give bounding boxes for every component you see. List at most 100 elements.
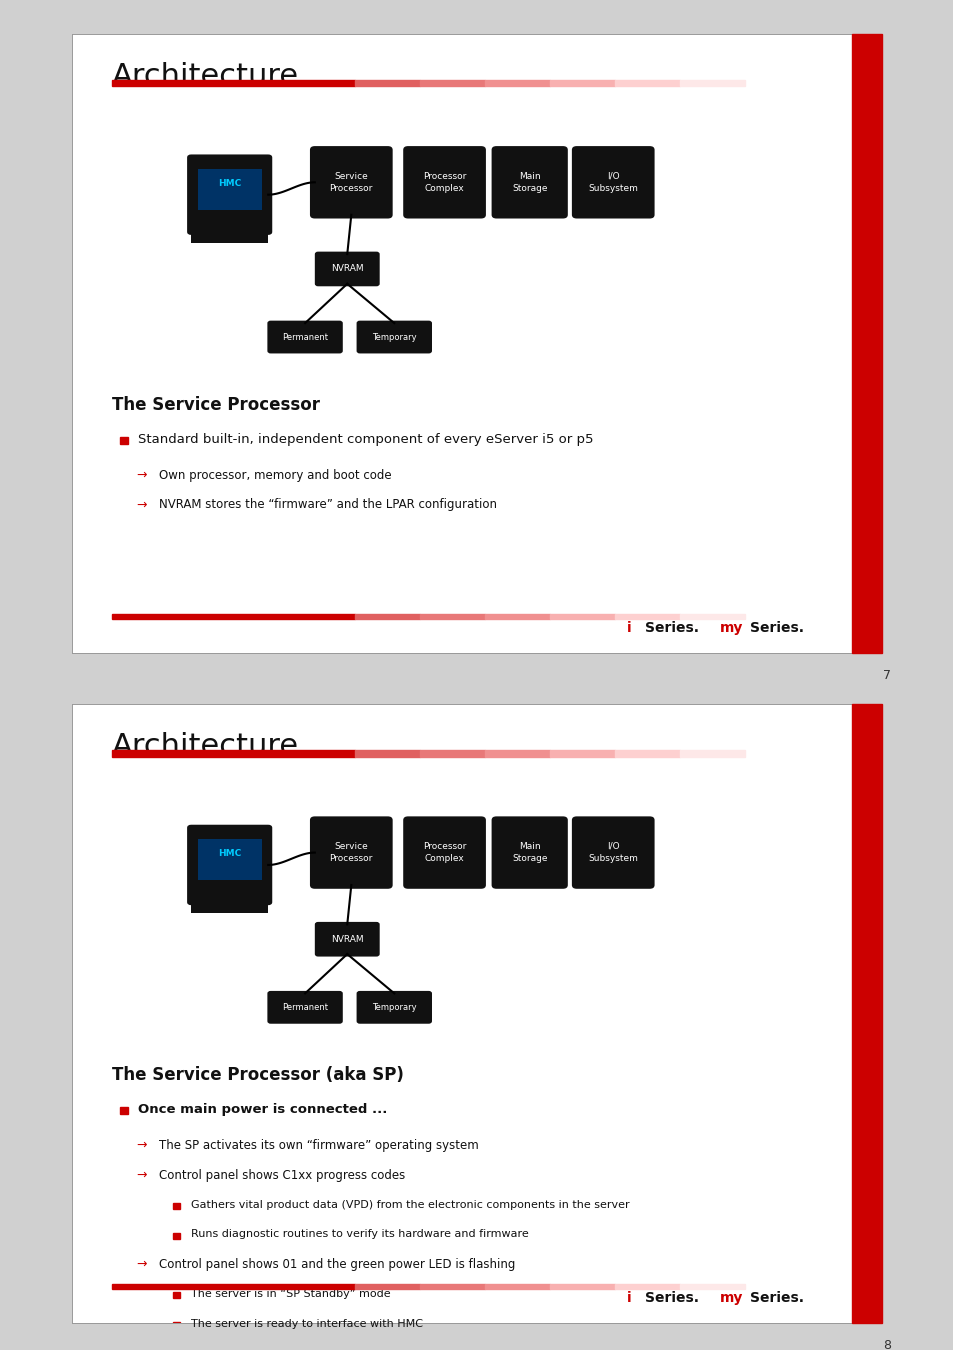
Bar	[419, 751, 484, 756]
Text: NVRAM: NVRAM	[331, 934, 363, 944]
Text: Processor
Complex: Processor Complex	[422, 842, 466, 864]
Bar	[120, 1107, 129, 1114]
Bar	[112, 1284, 355, 1289]
Bar	[120, 436, 129, 444]
Text: Service
Processor: Service Processor	[330, 842, 373, 864]
Bar	[484, 80, 549, 86]
FancyBboxPatch shape	[310, 817, 393, 888]
Bar	[172, 1292, 179, 1299]
Bar	[549, 751, 614, 756]
Text: HMC: HMC	[218, 849, 241, 859]
Text: i: i	[626, 621, 631, 634]
Bar	[112, 751, 355, 756]
Bar	[851, 705, 882, 1323]
Text: →: →	[136, 1258, 147, 1270]
FancyBboxPatch shape	[491, 817, 567, 888]
Text: 8: 8	[882, 1339, 890, 1350]
Bar	[484, 614, 549, 618]
FancyBboxPatch shape	[314, 922, 379, 957]
Bar	[484, 751, 549, 756]
Bar	[549, 1284, 614, 1289]
Text: Once main power is connected ...: Once main power is connected ...	[138, 1103, 387, 1116]
Text: Runs diagnostic routines to verify its hardware and firmware: Runs diagnostic routines to verify its h…	[191, 1230, 528, 1239]
Text: Service
Processor: Service Processor	[330, 171, 373, 193]
Bar	[614, 614, 679, 618]
Text: Series.: Series.	[644, 621, 703, 634]
Text: my: my	[720, 621, 743, 634]
Text: The server is in “SP Standby” mode: The server is in “SP Standby” mode	[191, 1289, 390, 1299]
Bar	[355, 614, 420, 618]
Bar	[614, 80, 679, 86]
Text: my: my	[720, 1291, 743, 1305]
Text: Own processor, memory and boot code: Own processor, memory and boot code	[159, 468, 392, 482]
Bar	[112, 80, 355, 86]
Bar	[191, 899, 268, 913]
Bar	[679, 751, 743, 756]
Bar	[197, 169, 261, 209]
FancyBboxPatch shape	[403, 817, 485, 888]
Text: Permanent: Permanent	[282, 332, 328, 342]
Text: The server is ready to interface with HMC: The server is ready to interface with HM…	[191, 1319, 422, 1328]
Bar	[419, 80, 484, 86]
Bar	[679, 80, 743, 86]
Text: The Service Processor (aka SP): The Service Processor (aka SP)	[112, 1066, 403, 1084]
FancyBboxPatch shape	[314, 251, 379, 286]
FancyBboxPatch shape	[356, 991, 432, 1023]
Text: Series.: Series.	[749, 621, 803, 634]
FancyBboxPatch shape	[356, 321, 432, 354]
Text: Series.: Series.	[749, 1291, 803, 1305]
Bar	[355, 751, 420, 756]
Bar	[197, 838, 261, 880]
Bar	[484, 1284, 549, 1289]
Text: I/O
Subsystem: I/O Subsystem	[588, 842, 638, 864]
Text: NVRAM: NVRAM	[331, 265, 363, 274]
Text: Processor
Complex: Processor Complex	[422, 171, 466, 193]
Bar	[419, 614, 484, 618]
Bar	[549, 80, 614, 86]
FancyBboxPatch shape	[310, 146, 393, 219]
Text: →: →	[136, 498, 147, 512]
Bar	[679, 1284, 743, 1289]
Bar	[355, 1284, 420, 1289]
Bar	[172, 1203, 179, 1210]
Text: →: →	[136, 1169, 147, 1181]
Text: I/O
Subsystem: I/O Subsystem	[588, 171, 638, 193]
Bar	[172, 1322, 179, 1328]
Text: →: →	[136, 468, 147, 482]
Bar	[614, 1284, 679, 1289]
Bar	[679, 614, 743, 618]
Text: The SP activates its own “firmware” operating system: The SP activates its own “firmware” oper…	[159, 1139, 478, 1152]
FancyBboxPatch shape	[187, 154, 272, 235]
Bar	[614, 751, 679, 756]
Bar	[419, 1284, 484, 1289]
Bar	[549, 614, 614, 618]
Text: The Service Processor: The Service Processor	[112, 396, 320, 414]
Bar	[191, 230, 268, 243]
Bar	[355, 80, 420, 86]
Text: Standard built-in, independent component of every eServer i5 or p5: Standard built-in, independent component…	[138, 433, 593, 446]
Text: Main
Storage: Main Storage	[512, 171, 547, 193]
Text: i: i	[626, 1291, 631, 1305]
Text: Temporary: Temporary	[372, 332, 416, 342]
FancyBboxPatch shape	[187, 825, 272, 906]
FancyBboxPatch shape	[267, 321, 342, 354]
Text: HMC: HMC	[218, 180, 241, 188]
Text: NVRAM stores the “firmware” and the LPAR configuration: NVRAM stores the “firmware” and the LPAR…	[159, 498, 497, 512]
Text: Gathers vital product data (VPD) from the electronic components in the server: Gathers vital product data (VPD) from th…	[191, 1200, 629, 1210]
Text: Architecture: Architecture	[112, 62, 299, 90]
FancyBboxPatch shape	[267, 991, 342, 1023]
Text: Temporary: Temporary	[372, 1003, 416, 1011]
Text: 7: 7	[882, 670, 890, 682]
Text: Control panel shows 01 and the green power LED is flashing: Control panel shows 01 and the green pow…	[159, 1258, 515, 1270]
Bar	[851, 34, 882, 653]
FancyBboxPatch shape	[571, 146, 654, 219]
Bar	[172, 1233, 179, 1239]
Text: Control panel shows C1xx progress codes: Control panel shows C1xx progress codes	[159, 1169, 405, 1181]
FancyBboxPatch shape	[571, 817, 654, 888]
Text: Main
Storage: Main Storage	[512, 842, 547, 864]
Text: →: →	[136, 1139, 147, 1152]
FancyBboxPatch shape	[491, 146, 567, 219]
Bar	[112, 614, 355, 618]
Text: Architecture: Architecture	[112, 732, 299, 761]
Text: Series.: Series.	[644, 1291, 703, 1305]
